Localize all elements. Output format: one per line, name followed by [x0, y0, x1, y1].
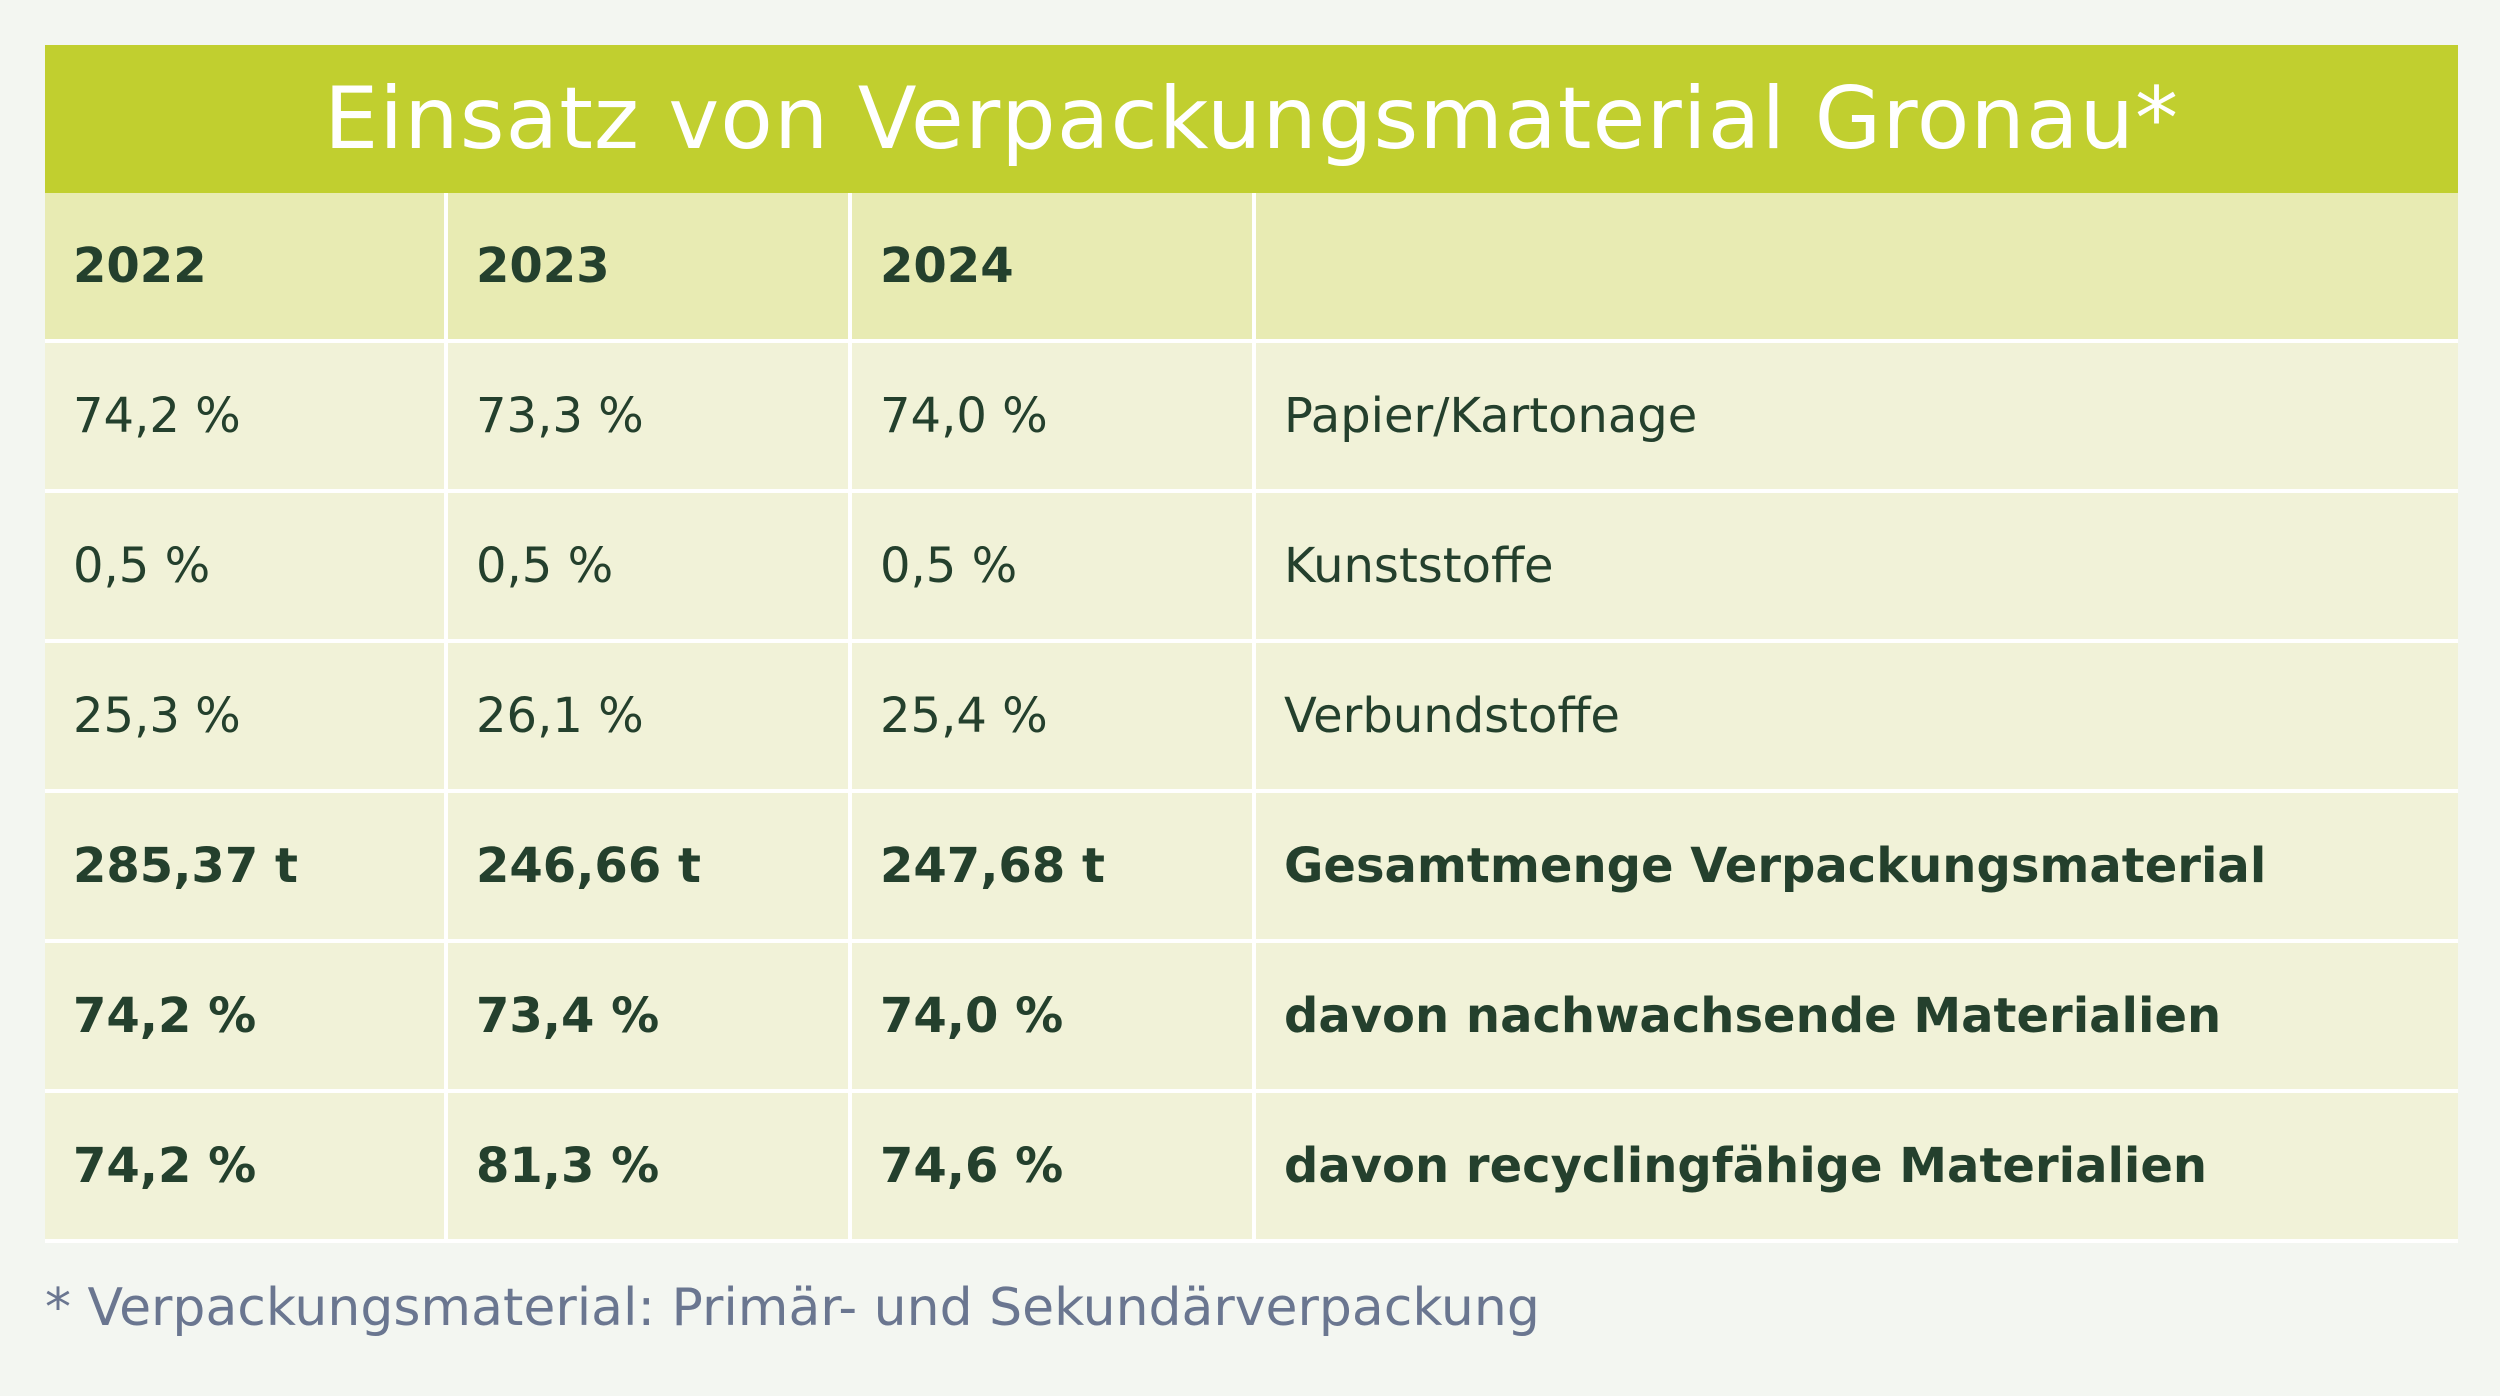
table-cell: 26,1 %: [448, 643, 852, 793]
table-cell: 74,2 %: [45, 343, 448, 493]
row-label: Kunststoffe: [1256, 493, 2458, 643]
row-label: Papier/Kartonage: [1256, 343, 2458, 493]
table-cell: 0,5 %: [45, 493, 448, 643]
header-cell-label: [1256, 193, 2458, 343]
row-label: davon nachwachsende Materialien: [1256, 943, 2458, 1093]
data-table: 2022 2023 2024 74,2 % 73,3 % 74,0 % Papi…: [45, 193, 2458, 1243]
row-label: Gesamtmenge Verpackungsmaterial: [1256, 793, 2458, 943]
title-bar: Einsatz von Verpackungsmaterial Gronau*: [45, 45, 2458, 193]
row-label: davon recyclingfähige Materialien: [1256, 1093, 2458, 1243]
table-cell: 25,3 %: [45, 643, 448, 793]
table-cell: 74,2 %: [45, 1093, 448, 1243]
table-cell: 74,6 %: [852, 1093, 1256, 1243]
table-cell: 74,2 %: [45, 943, 448, 1093]
table-cell: 74,0 %: [852, 343, 1256, 493]
table-cell: 81,3 %: [448, 1093, 852, 1243]
header-cell-2024: 2024: [852, 193, 1256, 343]
table-cell: 285,37 t: [45, 793, 448, 943]
header-cell-2022: 2022: [45, 193, 448, 343]
table-cell: 73,3 %: [448, 343, 852, 493]
table-cell: 0,5 %: [852, 493, 1256, 643]
footnote: * Verpackungsmaterial: Primär- und Sekun…: [45, 1278, 1540, 1338]
table-cell: 73,4 %: [448, 943, 852, 1093]
table-cell: 25,4 %: [852, 643, 1256, 793]
header-cell-2023: 2023: [448, 193, 852, 343]
row-label: Verbundstoffe: [1256, 643, 2458, 793]
table-cell: 247,68 t: [852, 793, 1256, 943]
table-panel: Einsatz von Verpackungsmaterial Gronau* …: [45, 45, 2458, 1243]
table-title: Einsatz von Verpackungsmaterial Gronau*: [323, 69, 2180, 169]
table-cell: 74,0 %: [852, 943, 1256, 1093]
table-cell: 0,5 %: [448, 493, 852, 643]
table-cell: 246,66 t: [448, 793, 852, 943]
